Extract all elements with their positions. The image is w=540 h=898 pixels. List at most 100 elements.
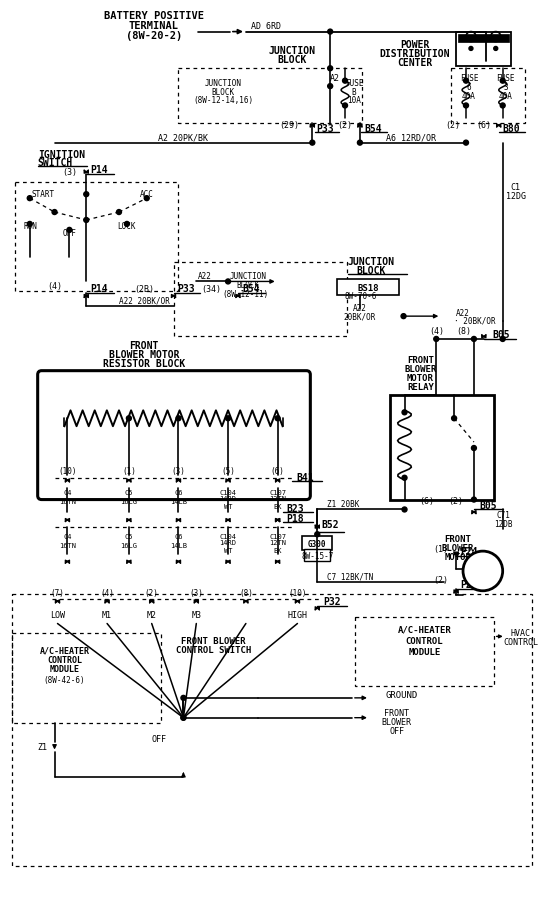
Text: 12TN: 12TN: [269, 541, 286, 546]
Bar: [12, 633, 160, 723]
Text: JUNCTION: JUNCTION: [230, 272, 266, 281]
Circle shape: [27, 222, 32, 226]
Text: MOTOR: MOTOR: [444, 552, 471, 561]
Text: BLOWER MOTOR: BLOWER MOTOR: [109, 350, 179, 360]
Text: (7): (7): [51, 589, 64, 598]
Circle shape: [328, 84, 333, 89]
Text: C107: C107: [269, 534, 286, 541]
Circle shape: [402, 475, 407, 480]
Circle shape: [463, 140, 469, 145]
Text: B05: B05: [492, 330, 510, 340]
Bar: [305, 550, 330, 561]
Text: (8W-42-6): (8W-42-6): [44, 675, 85, 684]
Text: B23: B23: [287, 505, 304, 515]
Text: 14LB: 14LB: [170, 498, 187, 505]
Circle shape: [471, 337, 476, 341]
Text: BLOCK: BLOCK: [212, 88, 235, 97]
Text: (10): (10): [58, 467, 77, 476]
Text: G300: G300: [308, 540, 327, 549]
Text: (4): (4): [429, 327, 444, 336]
Text: HVAC: HVAC: [510, 629, 530, 638]
Text: C4: C4: [63, 534, 72, 541]
Text: (34): (34): [201, 285, 221, 294]
Text: B41: B41: [296, 472, 314, 483]
Circle shape: [402, 409, 407, 415]
Text: BLOWER: BLOWER: [404, 365, 436, 374]
Text: B05: B05: [479, 500, 497, 511]
Text: (6): (6): [271, 467, 285, 476]
Bar: [178, 68, 362, 123]
Circle shape: [226, 416, 231, 421]
Circle shape: [342, 103, 348, 108]
Text: (6): (6): [476, 121, 491, 130]
Text: CONTROL: CONTROL: [47, 656, 82, 665]
Text: HIGH: HIGH: [287, 611, 307, 620]
Circle shape: [357, 140, 362, 145]
Text: START: START: [32, 189, 55, 198]
Text: 20BK/OR: 20BK/OR: [344, 313, 376, 321]
Circle shape: [463, 551, 503, 591]
Circle shape: [434, 337, 438, 341]
Text: A22: A22: [456, 309, 470, 318]
Text: OFF: OFF: [63, 229, 76, 238]
Circle shape: [463, 103, 469, 108]
Text: (8): (8): [456, 327, 471, 336]
Text: TERMINAL: TERMINAL: [129, 21, 179, 31]
Text: (4): (4): [100, 589, 114, 598]
Text: DISTRIBUTION: DISTRIBUTION: [379, 49, 450, 59]
Text: CONTROL: CONTROL: [406, 637, 443, 646]
Text: P24: P24: [460, 580, 478, 590]
Text: (3): (3): [62, 168, 77, 177]
Text: BLOWER: BLOWER: [442, 543, 474, 552]
Circle shape: [181, 715, 186, 720]
Text: (4): (4): [47, 282, 62, 291]
Text: IGNITION: IGNITION: [38, 150, 85, 160]
Bar: [12, 594, 532, 867]
Text: C4: C4: [63, 489, 72, 496]
Circle shape: [144, 196, 149, 200]
Text: C71: C71: [497, 511, 511, 520]
Circle shape: [342, 78, 348, 84]
Text: RUN: RUN: [24, 223, 38, 232]
Circle shape: [275, 416, 280, 421]
Text: 14LB: 14LB: [170, 543, 187, 550]
Text: JUNCTION: JUNCTION: [347, 257, 394, 267]
Text: 10A: 10A: [347, 96, 361, 105]
Text: MOTOR: MOTOR: [407, 374, 434, 383]
Text: BK: BK: [273, 548, 282, 554]
Text: · 20BK/OR: · 20BK/OR: [454, 317, 496, 326]
Circle shape: [463, 78, 469, 84]
Text: ACC: ACC: [140, 189, 154, 198]
Bar: [337, 279, 399, 295]
Text: 3: 3: [503, 83, 508, 92]
Circle shape: [469, 47, 473, 50]
Text: BLOCK: BLOCK: [237, 281, 259, 290]
Circle shape: [500, 337, 505, 341]
Circle shape: [471, 445, 476, 451]
Text: B54: B54: [242, 285, 260, 295]
Text: BLOWER: BLOWER: [382, 718, 411, 727]
Text: BATTERY POSITIVE: BATTERY POSITIVE: [104, 11, 204, 21]
Circle shape: [181, 715, 186, 720]
Circle shape: [126, 416, 131, 421]
Circle shape: [402, 507, 407, 512]
Text: P14: P14: [90, 165, 108, 175]
Circle shape: [124, 222, 130, 226]
Circle shape: [471, 497, 476, 502]
Bar: [456, 31, 511, 66]
Text: WT: WT: [224, 548, 232, 554]
Text: (2): (2): [449, 497, 463, 506]
Text: M1: M1: [102, 611, 112, 620]
Text: BK: BK: [273, 504, 282, 509]
Bar: [458, 33, 509, 41]
Text: RESISTOR BLOCK: RESISTOR BLOCK: [103, 358, 185, 369]
Text: RELAY: RELAY: [407, 383, 434, 392]
Text: FUSE: FUSE: [460, 74, 478, 83]
Text: C6: C6: [174, 534, 183, 541]
Text: M3: M3: [191, 611, 201, 620]
Text: (2B): (2B): [134, 285, 154, 294]
Circle shape: [401, 313, 406, 319]
Text: CENTER: CENTER: [397, 58, 432, 68]
Text: FUSE: FUSE: [345, 79, 363, 88]
Circle shape: [27, 196, 32, 200]
